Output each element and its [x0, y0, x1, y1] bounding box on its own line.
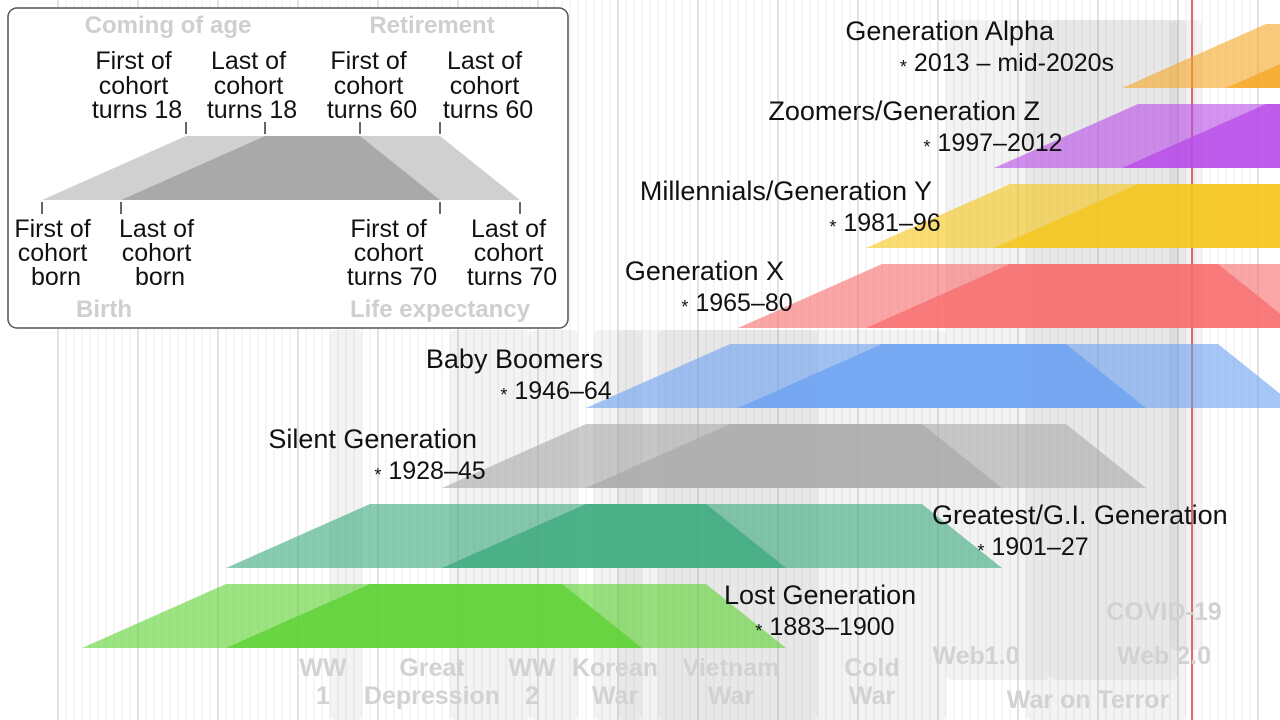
generation-years: 1981–96: [843, 209, 940, 237]
generation-name: Generation X: [625, 256, 784, 286]
legend-last-born: Last of cohort born: [119, 215, 201, 291]
event-label: Korean War: [572, 654, 658, 710]
generation-core-shape: [738, 344, 1146, 408]
generation-name: Greatest/G.I. Generation: [932, 500, 1228, 530]
event-label: War on Terror: [1007, 686, 1170, 714]
event-label: Cold War: [844, 654, 900, 710]
generation-years: 1965–80: [695, 289, 792, 317]
generation-name: Zoomers/Generation Z: [768, 96, 1040, 126]
birth-star-icon: *: [900, 57, 907, 77]
generation-core-shape: [586, 424, 1002, 488]
event-band: [1170, 20, 1202, 650]
generation-labels: Generation Alpha 2013 – mid-2020s Zoomers/…: [268, 16, 1227, 641]
event-label: Great Depression: [364, 654, 500, 710]
legend-retirement: Retirement: [369, 12, 494, 39]
generation-name: Silent Generation: [268, 424, 477, 454]
birth-star-icon: *: [374, 465, 381, 485]
birth-star-icon: *: [755, 621, 762, 641]
legend-coming-of-age: Coming of age: [85, 12, 252, 39]
generation-years: 1946–64: [514, 377, 611, 405]
generation-years: 1883–1900: [769, 613, 894, 641]
generation-name: Lost Generation: [724, 580, 916, 610]
generation-core-shape: [442, 504, 786, 568]
legend-first-turns-18: First of cohort turns 18: [92, 47, 182, 124]
generation-years: 1997–2012: [937, 129, 1062, 157]
generation-years: 2013 – mid-2020s: [914, 49, 1114, 77]
legend-first-turns-60: First of cohort turns 60: [327, 47, 417, 124]
generation-name: Millennials/Generation Y: [640, 176, 932, 206]
generation-core-shape: [994, 184, 1280, 248]
event-label: Web1.0: [932, 642, 1019, 670]
generation-core-shape: [866, 264, 1280, 328]
birth-star-icon: *: [829, 217, 836, 237]
event-label: COVID-19: [1106, 598, 1221, 626]
birth-star-icon: *: [500, 385, 507, 405]
birth-star-icon: *: [681, 297, 688, 317]
legend-first-turns-70: First of cohort turns 70: [347, 215, 437, 291]
generation-cohort-shape: [1122, 24, 1280, 88]
generation-name: Baby Boomers: [426, 344, 603, 374]
event-label: Vietnam War: [683, 654, 780, 710]
generation-core-shape: [226, 584, 642, 648]
legend-last-turns-70: Last of cohort turns 70: [467, 215, 557, 291]
event-label: Web 2.0: [1117, 642, 1211, 670]
generation-name: Generation Alpha: [845, 16, 1055, 46]
generation-core-shape: [1226, 64, 1280, 88]
birth-star-icon: *: [977, 541, 984, 561]
event-label: WW 1: [299, 654, 347, 710]
generation-core-shape: [1122, 104, 1280, 168]
generation-years: 1901–27: [991, 533, 1088, 561]
birth-star-icon: *: [923, 137, 930, 157]
event-label: WW 2: [508, 654, 556, 710]
legend-life-expectancy: Life expectancy: [350, 296, 531, 323]
legend-last-turns-60: Last of cohort turns 60: [443, 47, 533, 124]
legend: Coming of age Retirement Birth Life expe…: [7, 7, 569, 329]
legend-birth: Birth: [76, 296, 132, 323]
generation-years: 1928–45: [388, 457, 485, 485]
legend-first-born: First of cohort born: [14, 215, 97, 291]
legend-last-turns-18: Last of cohort turns 18: [207, 47, 297, 124]
generation-lifespan-shapes: [82, 24, 1280, 648]
